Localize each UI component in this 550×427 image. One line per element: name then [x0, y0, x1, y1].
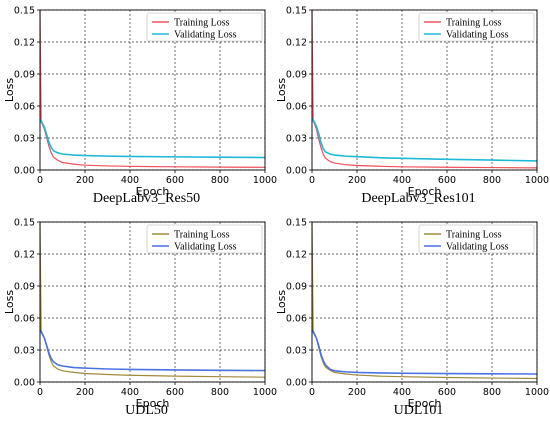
plot-frame — [311, 9, 538, 171]
legend-label: Training Loss — [446, 18, 502, 29]
series-line-validating-loss — [39, 118, 266, 159]
legend-label: Validating Loss — [174, 242, 237, 253]
x-axis-label: Epoch — [136, 397, 170, 410]
x-axis-label: Epoch — [408, 185, 442, 198]
plot-frame — [39, 221, 266, 383]
x-tick-label: 0 — [309, 175, 315, 186]
y-tick-label: 0.12 — [14, 250, 35, 261]
series-line-validating-loss — [311, 117, 538, 162]
y-tick-label: 0.12 — [286, 250, 307, 261]
series-line-validating-loss — [311, 329, 538, 375]
panel-caption: UDL101 — [394, 403, 444, 418]
x-tick-label: 200 — [76, 387, 94, 398]
y-axis-label: Loss — [3, 290, 16, 314]
x-tick-label: 400 — [393, 175, 411, 186]
y-tick-label: 0.00 — [14, 378, 35, 389]
series-line-training-loss — [39, 9, 266, 168]
x-tick-label: 1000 — [525, 175, 549, 186]
y-axis-label: Loss — [275, 290, 288, 314]
series-line-training-loss — [311, 9, 538, 169]
x-tick-label: 1000 — [253, 387, 277, 398]
x-tick-label: 200 — [76, 175, 94, 186]
x-tick-label: 0 — [37, 175, 43, 186]
panel-deeplabv3-res50: 0 200 400 600 800 1000 0.00 0.03 0.06 0.09 0.12 0.1… — [3, 6, 277, 207]
y-tick-label: 0.06 — [14, 102, 35, 113]
legend-label: Validating Loss — [174, 30, 237, 41]
y-tick-label: 0.06 — [286, 102, 307, 113]
y-tick-label: 0.03 — [286, 346, 307, 357]
x-tick-label: 0 — [309, 387, 315, 398]
y-tick-label: 0.09 — [14, 70, 35, 81]
y-tick-label: 0.03 — [14, 346, 35, 357]
x-tick-label: 800 — [483, 175, 501, 186]
y-tick-label: 0.00 — [286, 378, 307, 389]
y-tick-label: 0.03 — [286, 134, 307, 145]
x-axis-label: Epoch — [408, 397, 442, 410]
panel-deeplabv3-res101: 0 200 400 600 800 1000 0.00 0.03 0.06 0.09 0.12 0.1… — [275, 6, 549, 207]
x-tick-label: 600 — [166, 387, 184, 398]
x-tick-label: 800 — [211, 387, 229, 398]
x-tick-label: 400 — [121, 175, 139, 186]
y-tick-label: 0.03 — [14, 134, 35, 145]
plot-frame — [311, 221, 538, 383]
y-tick-label: 0.00 — [286, 166, 307, 177]
x-tick-label: 600 — [438, 175, 456, 186]
y-tick-label: 0.12 — [286, 38, 307, 49]
y-tick-label: 0.09 — [286, 282, 307, 293]
panel-udl50: 0 200 400 600 800 1000 0.00 0.03 0.06 0.09 0.12 0.1… — [3, 218, 277, 419]
legend-label: Training Loss — [174, 230, 230, 241]
x-tick-label: 600 — [166, 175, 184, 186]
x-tick-label: 200 — [348, 175, 366, 186]
y-tick-label: 0.15 — [286, 6, 307, 17]
panel-udl101: 0 200 400 600 800 1000 0.00 0.03 0.06 0.09 0.12 0.1… — [275, 218, 549, 419]
y-tick-label: 0.09 — [286, 70, 307, 81]
y-tick-label: 0.09 — [14, 282, 35, 293]
legend-label: Validating Loss — [446, 30, 509, 41]
legend-box — [418, 224, 535, 254]
legend-box — [146, 12, 263, 42]
panel-caption: DeepLabv3_Res101 — [361, 191, 475, 206]
x-axis-label: Epoch — [136, 185, 170, 198]
y-tick-label: 0.15 — [14, 218, 35, 229]
legend-box — [418, 12, 535, 42]
x-tick-label: 200 — [348, 387, 366, 398]
series-line-validating-loss — [39, 329, 266, 372]
y-tick-label: 0.00 — [14, 166, 35, 177]
y-tick-label: 0.06 — [14, 314, 35, 325]
y-axis-label: Loss — [275, 78, 288, 102]
y-axis-label: Loss — [3, 78, 16, 102]
x-tick-label: 1000 — [525, 387, 549, 398]
legend-label: Training Loss — [446, 230, 502, 241]
plot-frame — [39, 9, 266, 171]
x-tick-label: 0 — [37, 387, 43, 398]
x-tick-label: 400 — [121, 387, 139, 398]
x-tick-label: 800 — [211, 175, 229, 186]
legend-label: Validating Loss — [446, 242, 509, 253]
panel-caption: UDL50 — [125, 403, 168, 418]
panel-caption: DeepLabv3_Res50 — [93, 191, 200, 206]
y-tick-label: 0.15 — [286, 218, 307, 229]
x-tick-label: 600 — [438, 387, 456, 398]
x-tick-label: 400 — [393, 387, 411, 398]
y-tick-label: 0.06 — [286, 314, 307, 325]
legend-box — [146, 224, 263, 254]
y-tick-label: 0.12 — [14, 38, 35, 49]
x-tick-label: 1000 — [253, 175, 277, 186]
y-tick-label: 0.15 — [14, 6, 35, 17]
legend-label: Training Loss — [174, 18, 230, 29]
x-tick-label: 800 — [483, 387, 501, 398]
